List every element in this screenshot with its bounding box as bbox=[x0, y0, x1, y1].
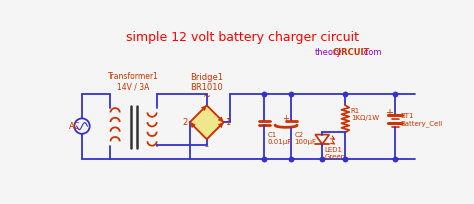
Text: BT1
Battery_Cell: BT1 Battery_Cell bbox=[400, 113, 442, 127]
Text: C1
0.01µF: C1 0.01µF bbox=[267, 132, 292, 145]
Text: R1
1KΩ/1W: R1 1KΩ/1W bbox=[351, 108, 379, 121]
Text: -: - bbox=[205, 141, 209, 151]
Text: 1: 1 bbox=[225, 118, 230, 127]
Text: 2: 2 bbox=[182, 118, 188, 127]
Text: theory: theory bbox=[315, 48, 342, 57]
Text: +: + bbox=[282, 114, 289, 123]
Text: ~: ~ bbox=[203, 92, 211, 102]
Text: Bridge1
BR1010: Bridge1 BR1010 bbox=[190, 73, 223, 92]
Text: .com: .com bbox=[361, 48, 381, 57]
Text: Transformer1
14V / 3A: Transformer1 14V / 3A bbox=[108, 72, 159, 92]
Text: C2
100µF: C2 100µF bbox=[294, 132, 317, 145]
Polygon shape bbox=[190, 105, 224, 139]
Text: simple 12 volt battery charger circuit: simple 12 volt battery charger circuit bbox=[127, 31, 359, 44]
Text: CIRCUIT: CIRCUIT bbox=[333, 48, 370, 57]
Text: +: + bbox=[385, 108, 393, 118]
Text: AC: AC bbox=[69, 122, 81, 131]
Text: LED1
Green: LED1 Green bbox=[325, 147, 346, 160]
